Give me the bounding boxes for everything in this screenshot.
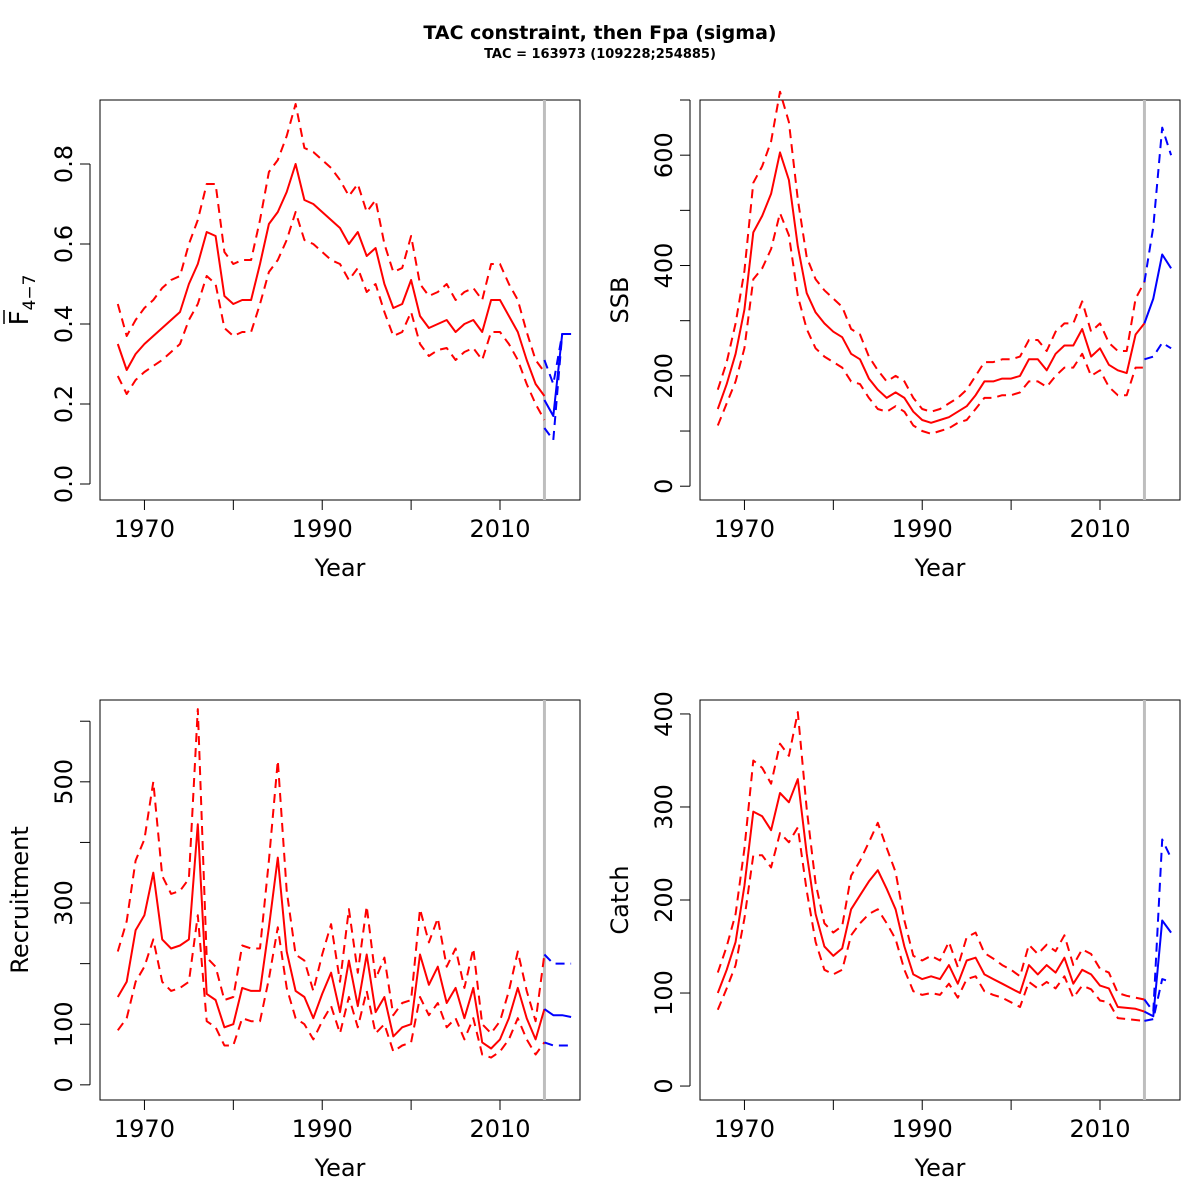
x-axis-title: Year [914, 1154, 966, 1182]
y-tick-label: 400 [650, 691, 678, 737]
lower-ci-line [116, 211, 546, 421]
x-tick-label: 2010 [1069, 1115, 1130, 1143]
page-subtitle: TAC = 163973 (109228;254885) [484, 47, 716, 62]
x-tick-label: 2010 [1069, 515, 1130, 543]
y-tick-label: 0.6 [50, 225, 78, 263]
y-axis-title-subscript: 4−7 [20, 275, 40, 311]
y-tick-label: 600 [650, 132, 678, 178]
y-axis-title: SSB [606, 277, 634, 324]
y-axis-title: Catch [606, 865, 634, 934]
y-tick-label: 0 [650, 1078, 678, 1093]
estimate-line [116, 823, 546, 1050]
forecast-line [1143, 253, 1172, 324]
x-tick-label: 1990 [892, 515, 953, 543]
forecast-upper-ci-line [543, 953, 572, 965]
panel-fbar: 1970 1990 2010 0.0 0.2 0.4 0.6 0.8 Year F4−7 [3, 99, 581, 582]
forecast-line [1143, 919, 1172, 1018]
y-tick-label: 0.0 [50, 465, 78, 503]
forecast-line [543, 1008, 572, 1018]
lower-ci-line [716, 826, 1145, 1022]
y-tick-label: 100 [650, 970, 678, 1016]
x-axis-title: Year [314, 554, 366, 582]
x-tick-label: 1990 [292, 1115, 353, 1143]
y-tick-label: 0.4 [50, 305, 78, 343]
forecast-lower-ci-line [544, 1041, 572, 1047]
forecast-lower-ci-line [1144, 341, 1172, 361]
y-tick-label: 500 [50, 759, 78, 805]
page-title: TAC constraint, then Fpa (sigma) [423, 22, 777, 44]
upper-ci-line [116, 708, 546, 1035]
y-tick-label: 300 [50, 880, 78, 926]
forecast-lower-ci-line [1144, 978, 1172, 1022]
forecast-line [543, 333, 572, 417]
x-tick-label: 1970 [114, 1115, 175, 1143]
x-tick-label: 1990 [892, 1115, 953, 1143]
forecast-upper-ci-line [1143, 126, 1173, 283]
y-tick-label: 0 [50, 1077, 78, 1092]
x-tick-label: 2010 [469, 515, 530, 543]
plot-frame [99, 99, 581, 501]
y-tick-label: 200 [650, 877, 678, 923]
upper-ci-line [716, 90, 1146, 413]
estimate-line [116, 163, 546, 397]
y-axis-title: F4−7 [5, 275, 40, 326]
y-tick-label: 200 [650, 353, 678, 399]
y-axis-title: Recruitment [6, 826, 34, 973]
y-tick-label: 0.2 [50, 385, 78, 423]
x-axis-title: Year [914, 554, 966, 582]
x-axis-title: Year [314, 1154, 366, 1182]
panel-ssb: 1970 1990 2010 0 200 400 600 Year SSB [606, 90, 1181, 582]
forecast-upper-ci-line [1143, 838, 1173, 1013]
panel-catch: 1970 1990 2010 0 100 200 300 400 Year Catch [606, 691, 1181, 1182]
y-tick-label: 0 [650, 479, 678, 494]
lower-ci-line [116, 914, 546, 1059]
upper-ci-line [716, 711, 1145, 1001]
plot-frame [99, 699, 581, 1101]
lower-ci-line [716, 212, 1145, 435]
x-tick-label: 1970 [714, 1115, 775, 1143]
estimate-line [716, 151, 1146, 424]
x-tick-label: 1990 [292, 515, 353, 543]
y-tick-label: 100 [50, 1001, 78, 1047]
panel-recruitment: 1970 1990 2010 0 100 300 500 Year Recruitment [6, 699, 581, 1182]
forecast-lower-ci-line [543, 333, 572, 441]
plot-frame [699, 99, 1181, 501]
y-tick-label: 300 [650, 784, 678, 830]
x-tick-label: 2010 [469, 1115, 530, 1143]
plot-frame [699, 699, 1181, 1101]
y-axis-title-main: F [5, 310, 35, 325]
y-tick-label: 400 [650, 243, 678, 289]
estimate-line [716, 778, 1145, 1013]
x-tick-label: 1970 [714, 515, 775, 543]
upper-ci-line [116, 103, 546, 373]
x-tick-label: 1970 [114, 515, 175, 543]
y-tick-label: 0.8 [50, 145, 78, 183]
